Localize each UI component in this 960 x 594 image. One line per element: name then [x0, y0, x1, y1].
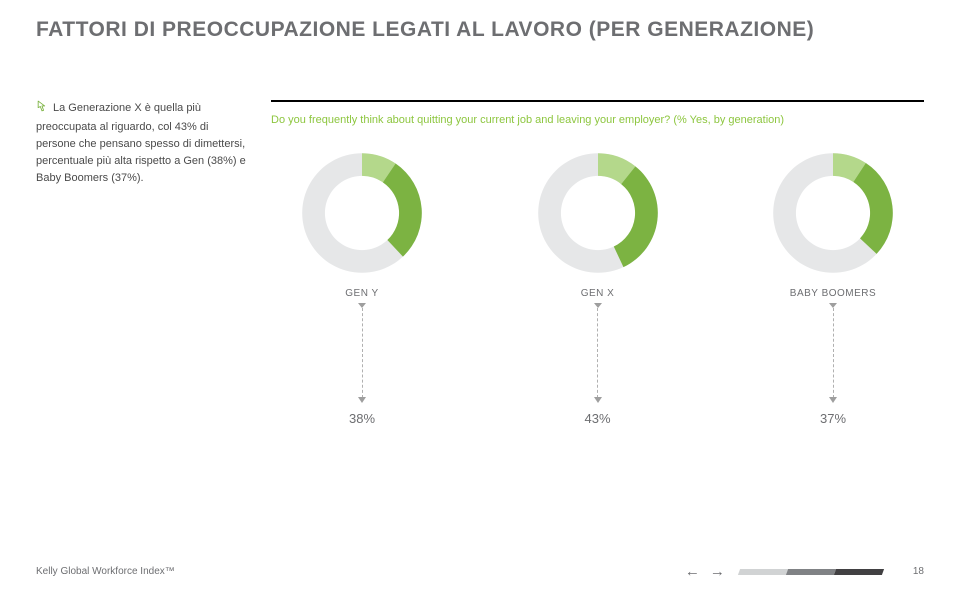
- donut-gen-x: [533, 148, 663, 278]
- page-title: FATTORI DI PREOCCUPAZIONE LEGATI AL LAVO…: [36, 18, 924, 42]
- connector-baby-boomers: [829, 303, 837, 403]
- footer-brand: Kelly Global Workforce Index™: [36, 566, 175, 577]
- content-row: La Generazione X è quella più preoccupat…: [36, 100, 924, 426]
- chart-question: Do you frequently think about quitting y…: [271, 114, 924, 126]
- label-baby-boomers: BABY BOOMERS: [790, 288, 876, 299]
- stripe-1: [738, 569, 788, 575]
- chart-baby-boomers: BABY BOOMERS 37%: [748, 148, 918, 426]
- intro-paragraph: La Generazione X è quella più preoccupat…: [36, 100, 247, 187]
- intro-text: La Generazione X è quella più preoccupat…: [36, 102, 246, 184]
- nav-arrows: ← →: [685, 563, 725, 580]
- chart-column: Do you frequently think about quitting y…: [271, 100, 924, 426]
- pct-gen-y: 38%: [349, 411, 375, 426]
- label-gen-y: GEN Y: [345, 288, 378, 299]
- chart-gen-y: GEN Y 38%: [277, 148, 447, 426]
- next-page-button[interactable]: →: [710, 563, 725, 580]
- connector-gen-y: [358, 303, 366, 403]
- page-number: 18: [913, 566, 924, 577]
- top-rule: [271, 100, 924, 102]
- footer-stripes-icon: [738, 569, 884, 575]
- chart-gen-x: GEN X 43%: [513, 148, 683, 426]
- label-gen-x: GEN X: [581, 288, 615, 299]
- donut-gen-y: [297, 148, 427, 278]
- donut-baby-boomers: [768, 148, 898, 278]
- pct-baby-boomers: 37%: [820, 411, 846, 426]
- page-footer: Kelly Global Workforce Index™ ← → 18: [36, 563, 924, 580]
- stripe-2: [786, 569, 836, 575]
- intro-column: La Generazione X è quella più preoccupat…: [36, 100, 271, 426]
- donut-row: GEN Y 38% GEN X 43% BABY BOOMERS 37%: [271, 148, 924, 426]
- prev-page-button[interactable]: ←: [685, 563, 700, 580]
- footer-right: ← → 18: [685, 563, 924, 580]
- stripe-3: [834, 569, 884, 575]
- pointer-icon: [36, 100, 49, 119]
- connector-gen-x: [594, 303, 602, 403]
- pct-gen-x: 43%: [584, 411, 610, 426]
